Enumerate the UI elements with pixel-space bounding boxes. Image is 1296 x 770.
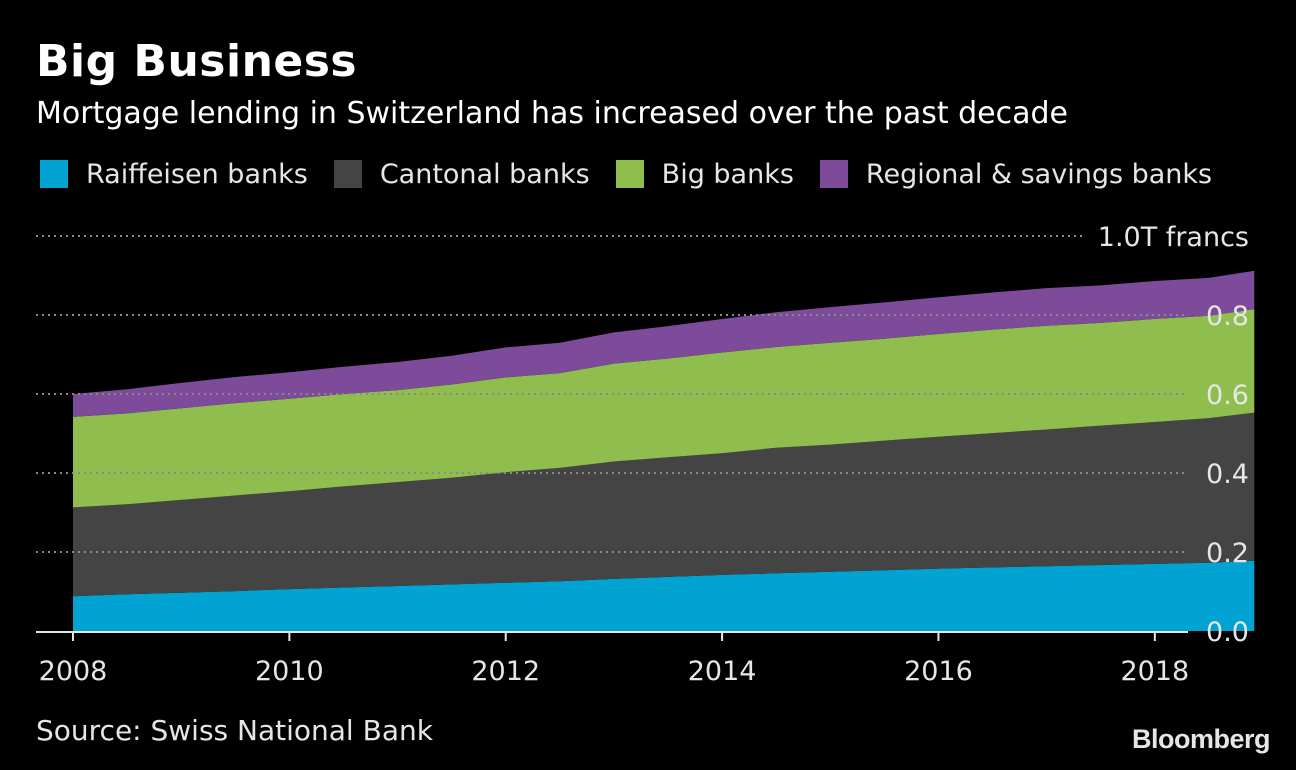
y-tick-label-2: 0.4 xyxy=(1206,459,1249,490)
source-note: Source: Swiss National Bank xyxy=(36,714,433,747)
legend-swatch-raiffeisen xyxy=(40,160,68,188)
x-tick-label-2: 2012 xyxy=(471,656,540,687)
area-cantonal-banks xyxy=(73,412,1255,597)
legend-swatch-big xyxy=(615,160,644,188)
bloomberg-logo: Bloomberg xyxy=(1131,724,1271,754)
legend-label-regional: Regional & savings banks xyxy=(865,158,1213,190)
x-tick-label-3: 2014 xyxy=(688,656,757,687)
y-tick-label-4: 0.8 xyxy=(1206,301,1249,332)
area-regional-savings-banks xyxy=(73,270,1255,417)
legend-item-cantonal: Cantonal banks xyxy=(333,158,590,190)
y-tick-label-3: 0.6 xyxy=(1206,380,1249,411)
y-tick-label-1: 0.2 xyxy=(1206,538,1249,569)
area-big-banks xyxy=(73,309,1255,508)
x-tick-label-5: 2018 xyxy=(1120,656,1189,687)
x-tick-label-1: 2010 xyxy=(255,656,324,687)
y-tick-label-5: 1.0T francs xyxy=(1098,222,1249,253)
legend-label-big: Big banks xyxy=(661,158,794,190)
legend-item-regional: Regional & savings banks xyxy=(819,158,1213,190)
legend-swatch-cantonal xyxy=(333,160,362,188)
x-tick-label-4: 2016 xyxy=(904,656,973,687)
chart-title: Big Business xyxy=(36,36,358,87)
legend-label-cantonal: Cantonal banks xyxy=(379,158,590,190)
legend-label-raiffeisen: Raiffeisen banks xyxy=(86,158,308,190)
legend-item-big: Big banks xyxy=(615,158,794,190)
legend: Raiffeisen banks Cantonal banks Big bank… xyxy=(40,154,1238,194)
legend-swatch-regional xyxy=(819,160,848,188)
chart-subtitle: Mortgage lending in Switzerland has incr… xyxy=(36,96,1069,131)
x-tick-label-0: 2008 xyxy=(39,656,108,687)
y-tick-label-0: 0.0 xyxy=(1206,617,1249,648)
area-raiffeisen-banks xyxy=(73,560,1255,631)
legend-item-raiffeisen: Raiffeisen banks xyxy=(40,159,308,190)
